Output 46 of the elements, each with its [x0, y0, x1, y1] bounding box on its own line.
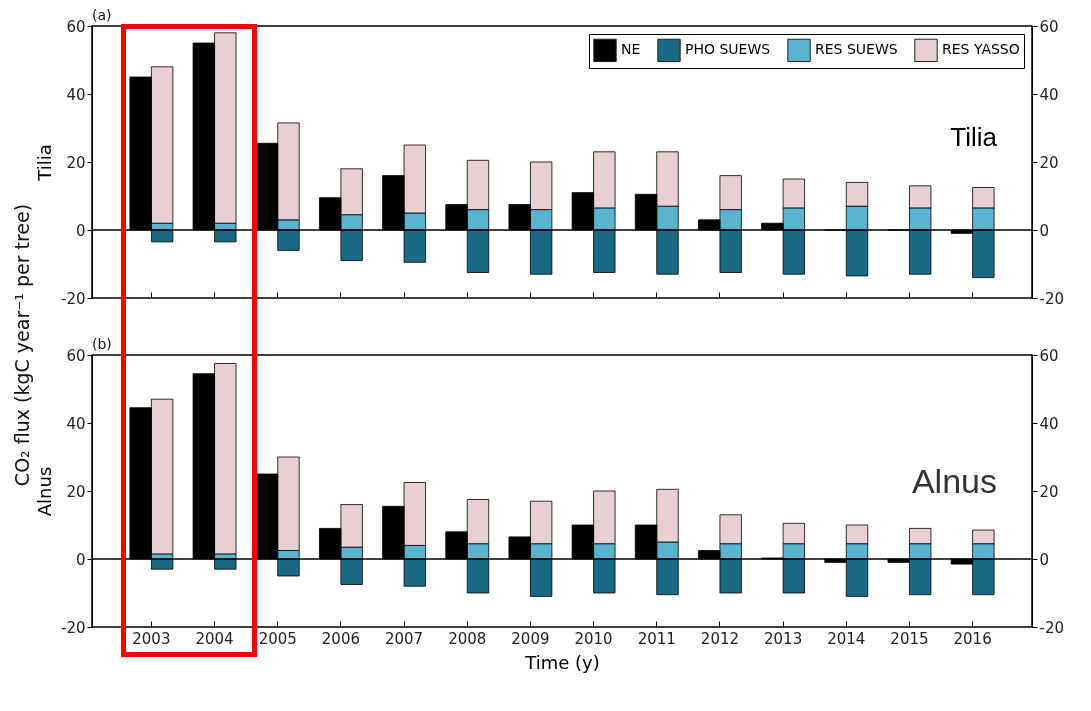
x-tick-label: 2008 [448, 629, 487, 648]
x-tick-label: 2005 [258, 629, 297, 648]
y-tick-label: 20 [66, 153, 86, 172]
y2-tick-label: 0 [1039, 221, 1050, 240]
y2-tick-label: 40 [1039, 85, 1059, 104]
x-tick-label: 2007 [384, 629, 424, 648]
x-tick-label: 2011 [637, 629, 676, 648]
legend-label: NE [621, 41, 641, 58]
y2-tick-label: -20 [1039, 289, 1064, 308]
y-axis-title: Alnus [34, 466, 55, 517]
y2-tick-label: 60 [1039, 346, 1059, 365]
y-tick-label: 60 [66, 17, 86, 36]
x-tick-label: 2004 [195, 629, 234, 648]
x-tick-label: 2010 [574, 629, 613, 648]
x-tick-label: 2016 [953, 629, 992, 648]
y-tick-label: -20 [61, 289, 86, 308]
text: (a) [92, 7, 112, 23]
x-tick-label: 2006 [321, 629, 360, 648]
y-tick-label: 0 [75, 221, 86, 240]
y2-tick-label: 20 [1039, 482, 1059, 501]
y-tick-label: 0 [75, 550, 86, 569]
x-tick-label: 2013 [764, 629, 803, 648]
x-tick-label: 2003 [132, 629, 171, 648]
legend-label: RES YASSO [942, 41, 1020, 58]
legend-label: RES SUEWS [815, 41, 898, 58]
y-tick-label: 40 [66, 414, 86, 433]
text: (b) [92, 336, 112, 352]
x-tick-label: 2009 [511, 629, 550, 648]
y-axis-title: Tilia [34, 144, 55, 182]
legend-label: PHO SUEWS [685, 41, 771, 58]
y-tick-label: 60 [66, 346, 86, 365]
y-tick-label: 20 [66, 482, 86, 501]
x-tick-label: 2014 [827, 629, 866, 648]
y-tick-label: -20 [61, 618, 86, 637]
y2-tick-label: -20 [1039, 618, 1064, 637]
y-tick-label: 40 [66, 85, 86, 104]
text: CO₂ flux (kgC year⁻¹ per tree) [11, 203, 33, 487]
y2-tick-label: 0 [1039, 550, 1050, 569]
annotation: Tilia [950, 122, 998, 152]
x-tick-label: 2012 [700, 629, 740, 648]
x-tick-label: 2015 [890, 629, 929, 648]
x-axis-title: Time (y) [524, 651, 600, 673]
y2-tick-label: 20 [1039, 153, 1059, 172]
y2-tick-label: 60 [1039, 17, 1059, 36]
y2-tick-label: 40 [1039, 414, 1059, 433]
annotation: Alnus [911, 462, 997, 500]
